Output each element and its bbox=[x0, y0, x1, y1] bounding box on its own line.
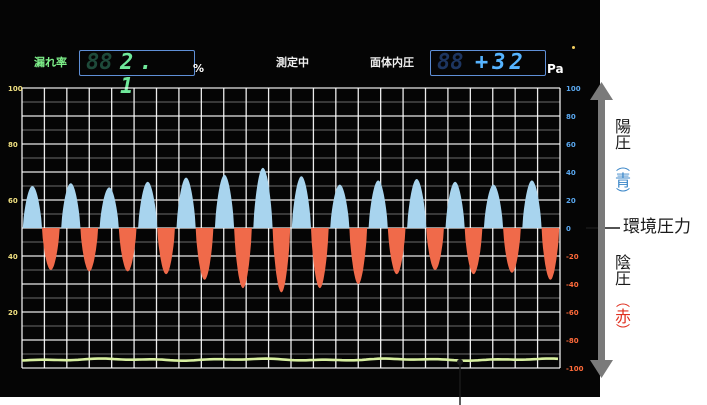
negative-pressure-label: 陰圧 bbox=[612, 254, 631, 286]
right-axis-tick-label: 20 bbox=[566, 197, 576, 205]
measuring-status: 測定中 bbox=[276, 56, 309, 69]
right-axis-tick-label: 80 bbox=[566, 113, 576, 121]
mask-pressure-value: +32 bbox=[475, 50, 527, 75]
negative-color-label: 赤 bbox=[614, 307, 631, 326]
positive-pressure-hump bbox=[176, 177, 196, 228]
paren-open: ︵ bbox=[616, 294, 630, 310]
negative-pressure-trough bbox=[349, 228, 368, 284]
right-axis-tick-label: 60 bbox=[566, 141, 576, 149]
left-axis-tick-label: 100 bbox=[8, 85, 23, 93]
pressure-areas bbox=[22, 167, 560, 293]
monitor-screen: 漏れ率 88 2. 1 % 測定中 面体内圧 88 +32 Pa bbox=[0, 0, 600, 397]
pressure-arrow-down-head bbox=[590, 360, 613, 378]
positive-color-note: ︵ 青 ︶ bbox=[613, 158, 633, 204]
right-axis-tick-label: -100 bbox=[566, 365, 584, 373]
segment-ghost-digits: 88 bbox=[86, 50, 113, 75]
leak-rate-line bbox=[21, 357, 559, 362]
pressure-arrow-up-head bbox=[590, 82, 613, 100]
negative-pressure-trough bbox=[503, 228, 521, 273]
paren-close: ︶ bbox=[616, 324, 630, 340]
negative-pressure-trough bbox=[272, 228, 291, 293]
positive-pressure-hump bbox=[330, 184, 350, 228]
negative-pressure-trough bbox=[310, 228, 329, 289]
right-axis-tick-label: -40 bbox=[566, 281, 579, 289]
positive-pressure-hump bbox=[22, 186, 42, 228]
positive-pressure-hump bbox=[522, 180, 542, 228]
ambient-pressure-label: 環境圧力 bbox=[623, 217, 691, 237]
left-axis-tick-label: 20 bbox=[8, 309, 18, 317]
positive-pressure-hump bbox=[407, 179, 427, 228]
right-axis-tick-label: -20 bbox=[566, 253, 579, 261]
annotation-lines bbox=[457, 82, 620, 405]
right-axis-tick-label: -60 bbox=[566, 309, 579, 317]
positive-pressure-hump bbox=[483, 184, 504, 228]
positive-color-label: 青 bbox=[614, 171, 631, 190]
left-axis-tick-label: 60 bbox=[8, 197, 18, 205]
left-axis-tick-label: 40 bbox=[8, 253, 18, 261]
negative-pressure-trough bbox=[41, 228, 60, 270]
right-axis-tick-label: 100 bbox=[566, 85, 581, 93]
leak-rate-line bbox=[21, 357, 559, 362]
positive-pressure-hump bbox=[291, 176, 311, 228]
mask-pressure-label: 面体内圧 bbox=[370, 56, 414, 69]
negative-pressure-trough bbox=[80, 228, 99, 272]
positive-pressure-hump bbox=[368, 180, 388, 228]
leak-rate-unit: % bbox=[193, 62, 205, 75]
negative-pressure-trough bbox=[426, 228, 444, 270]
negative-color-note: ︵ 赤 ︶ bbox=[613, 294, 633, 340]
leak-rate-value: 2. 1 bbox=[120, 50, 159, 99]
negative-pressure-trough bbox=[541, 228, 560, 280]
negative-pressure-trough bbox=[464, 228, 483, 275]
left-axis-tick-label: 80 bbox=[8, 141, 18, 149]
paren-close: ︶ bbox=[616, 188, 630, 204]
positive-pressure-label: 陽圧 bbox=[612, 118, 631, 150]
negative-pressure-trough bbox=[387, 228, 406, 275]
mask-pressure-display: 88 +32 bbox=[430, 50, 546, 76]
chart-grid bbox=[21, 87, 561, 369]
segment-ghost-digits: 88 bbox=[437, 50, 464, 75]
positive-pressure-hump bbox=[445, 181, 465, 228]
paren-open: ︵ bbox=[616, 158, 630, 174]
positive-pressure-hump bbox=[138, 181, 158, 228]
negative-pressure-trough bbox=[195, 228, 214, 280]
positive-pressure-hump bbox=[253, 167, 273, 228]
negative-pressure-trough bbox=[118, 228, 137, 272]
positive-pressure-hump bbox=[61, 183, 81, 228]
positive-pressure-hump bbox=[214, 174, 235, 228]
negative-pressure-trough bbox=[234, 228, 252, 289]
indicator-led bbox=[572, 46, 575, 49]
right-axis-tick-label: 0 bbox=[566, 225, 571, 233]
axis-ticks: 100 80 60 40 20 100 80 60 40 20 0 -20 -40 -60 -80 -100 bbox=[8, 85, 584, 373]
positive-pressure-hump bbox=[99, 187, 119, 228]
mask-pressure-unit: Pa bbox=[547, 62, 564, 76]
negative-pressure-trough bbox=[157, 228, 175, 275]
leak-leader-dot bbox=[457, 359, 463, 365]
right-axis-tick-label: 40 bbox=[566, 169, 576, 177]
pressure-arrow-shaft bbox=[598, 96, 605, 364]
leak-rate-label: 漏れ率 bbox=[34, 56, 67, 69]
leak-rate-display: 88 2. 1 bbox=[79, 50, 195, 99]
right-axis-tick-label: -80 bbox=[566, 337, 579, 345]
